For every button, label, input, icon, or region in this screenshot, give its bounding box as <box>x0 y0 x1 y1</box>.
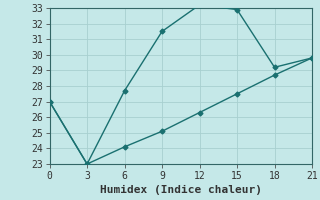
X-axis label: Humidex (Indice chaleur): Humidex (Indice chaleur) <box>100 185 262 195</box>
